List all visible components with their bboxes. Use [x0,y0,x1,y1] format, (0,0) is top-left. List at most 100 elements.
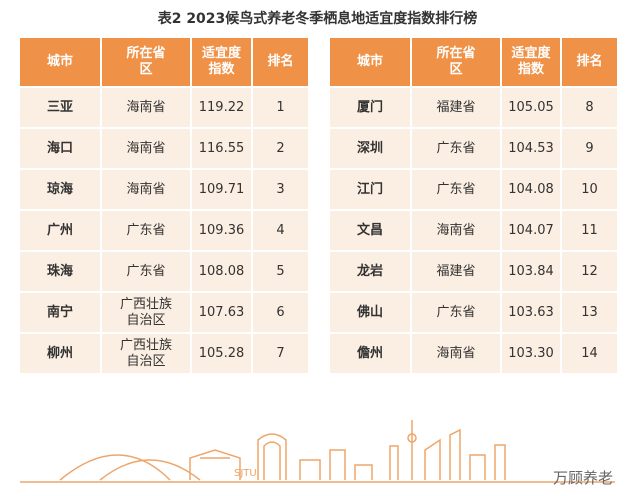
cell: 9 [560,127,619,170]
cell-text: 2 [276,140,285,156]
cell-text: 12 [581,263,598,279]
header-text: 所在省区 [436,46,476,77]
towers [389,420,506,480]
header-text: 适宜度指数 [511,46,551,77]
cell-text: 厦门 [356,99,383,115]
cell: 深圳 [328,127,412,170]
skyline-text: SJTU [234,468,257,479]
cell-text: 10 [581,181,598,197]
cell: 南宁 [18,291,102,334]
cell: 14 [560,332,619,375]
cell-text: 广东省 [436,140,476,156]
cell: 文昌 [328,209,412,252]
cell: 10 [560,168,619,211]
cell-text: 海南省 [436,222,476,238]
cell-text: 南宁 [46,304,73,320]
cell: 福建省 [410,86,502,129]
cell-text: 佛山 [356,304,383,320]
tower-gate [257,433,287,480]
cell-text: 4 [276,222,285,238]
cell: 7 [251,332,310,375]
row: 厦门 福建省 105.05 8 [328,86,619,129]
row: 江门 广东省 104.08 10 [328,168,619,211]
cell: 琼海 [18,168,102,211]
ranking-table: 城市 所在省区 适宜度指数 排名 厦门 福建省 105.05 8 深圳 广东省 104.53 9 江门广… [328,38,619,375]
cell: 104.53 [500,127,562,170]
cell-text: 104.53 [508,140,554,156]
cell: 1 [251,86,310,129]
cell-text: 广东省 [126,222,166,238]
header-text: 城市 [46,54,73,69]
cell-text: 福建省 [436,99,476,115]
watermark: 万顾养老 [552,469,613,487]
row: 广州 广东省 109.36 4 [18,209,310,252]
cell: 儋州 [328,332,412,375]
cell-text: 儋州 [356,345,383,361]
cell-text: 9 [585,140,594,156]
cell-text: 11 [581,222,598,238]
cell-text: 1 [276,99,285,115]
cell-text: 柳州 [46,345,73,361]
cell: 105.28 [190,332,253,375]
header-row: 城市 所在省区 适宜度指数 排名 [18,38,310,88]
row: 文昌 海南省 104.07 11 [328,209,619,252]
arch [99,459,201,481]
cell-text: 105.28 [198,345,245,361]
header-cell: 所在省区 [100,38,192,88]
header-cell: 适宜度指数 [500,38,562,88]
cell: 海南省 [100,168,192,211]
title: 表2 2023候鸟式养老冬季栖息地适宜度指数排行榜 [157,11,478,27]
cell: 4 [251,209,310,252]
header-cell: 适宜度指数 [190,38,253,88]
row: 南宁 广西壮族自治区 107.63 6 [18,291,310,334]
cell-text: 海南省 [436,345,476,361]
cell: 11 [560,209,619,252]
cell: 三亚 [18,86,102,129]
cell-text: 119.22 [198,99,245,115]
cell: 119.22 [190,86,253,129]
cell: 海南省 [100,86,192,129]
cell: 107.63 [190,291,253,334]
cell: 13 [560,291,619,334]
cell-text: 文昌 [356,222,383,238]
cell-text: 104.08 [508,181,554,197]
cell: 5 [251,250,310,293]
cell: 104.08 [500,168,562,211]
row: 柳州 广西壮族自治区 105.28 7 [18,332,310,375]
cell-text: 107.63 [198,304,245,320]
cell: 6 [251,291,310,334]
cell-text: 14 [581,345,598,361]
header-cell: 城市 [328,38,412,88]
cell: 佛山 [328,291,412,334]
cell-text: 海口 [46,140,73,156]
cell: 广东省 [100,209,192,252]
cell: 12 [560,250,619,293]
cell-text: 福建省 [436,263,476,279]
cell: 海南省 [410,209,502,252]
cell-text: 海南省 [126,181,166,197]
cell-text: 103.30 [508,345,554,361]
row: 珠海 广东省 108.08 5 [18,250,310,293]
cell-text: 广东省 [436,304,476,320]
cell: 广西壮族自治区 [100,291,192,334]
cell-text: 108.08 [198,263,245,279]
cell-text: 广东省 [436,181,476,197]
row: 佛山 广东省 103.63 13 [328,291,619,334]
cell-text: 3 [276,181,285,197]
cell-text: 7 [276,345,285,361]
header-cell: 城市 [18,38,102,88]
cell-text: 116.55 [198,140,245,156]
cell-text: 广东省 [126,263,166,279]
cell: 3 [251,168,310,211]
cell: 103.84 [500,250,562,293]
cell: 广东省 [100,250,192,293]
row: 深圳 广东省 104.53 9 [328,127,619,170]
cell: 海南省 [100,127,192,170]
gate [189,449,241,480]
cell: 116.55 [190,127,253,170]
row: 海口 海南省 116.55 2 [18,127,310,170]
header-row: 城市 所在省区 适宜度指数 排名 [328,38,619,88]
cell: 海口 [18,127,102,170]
cell: 龙岩 [328,250,412,293]
